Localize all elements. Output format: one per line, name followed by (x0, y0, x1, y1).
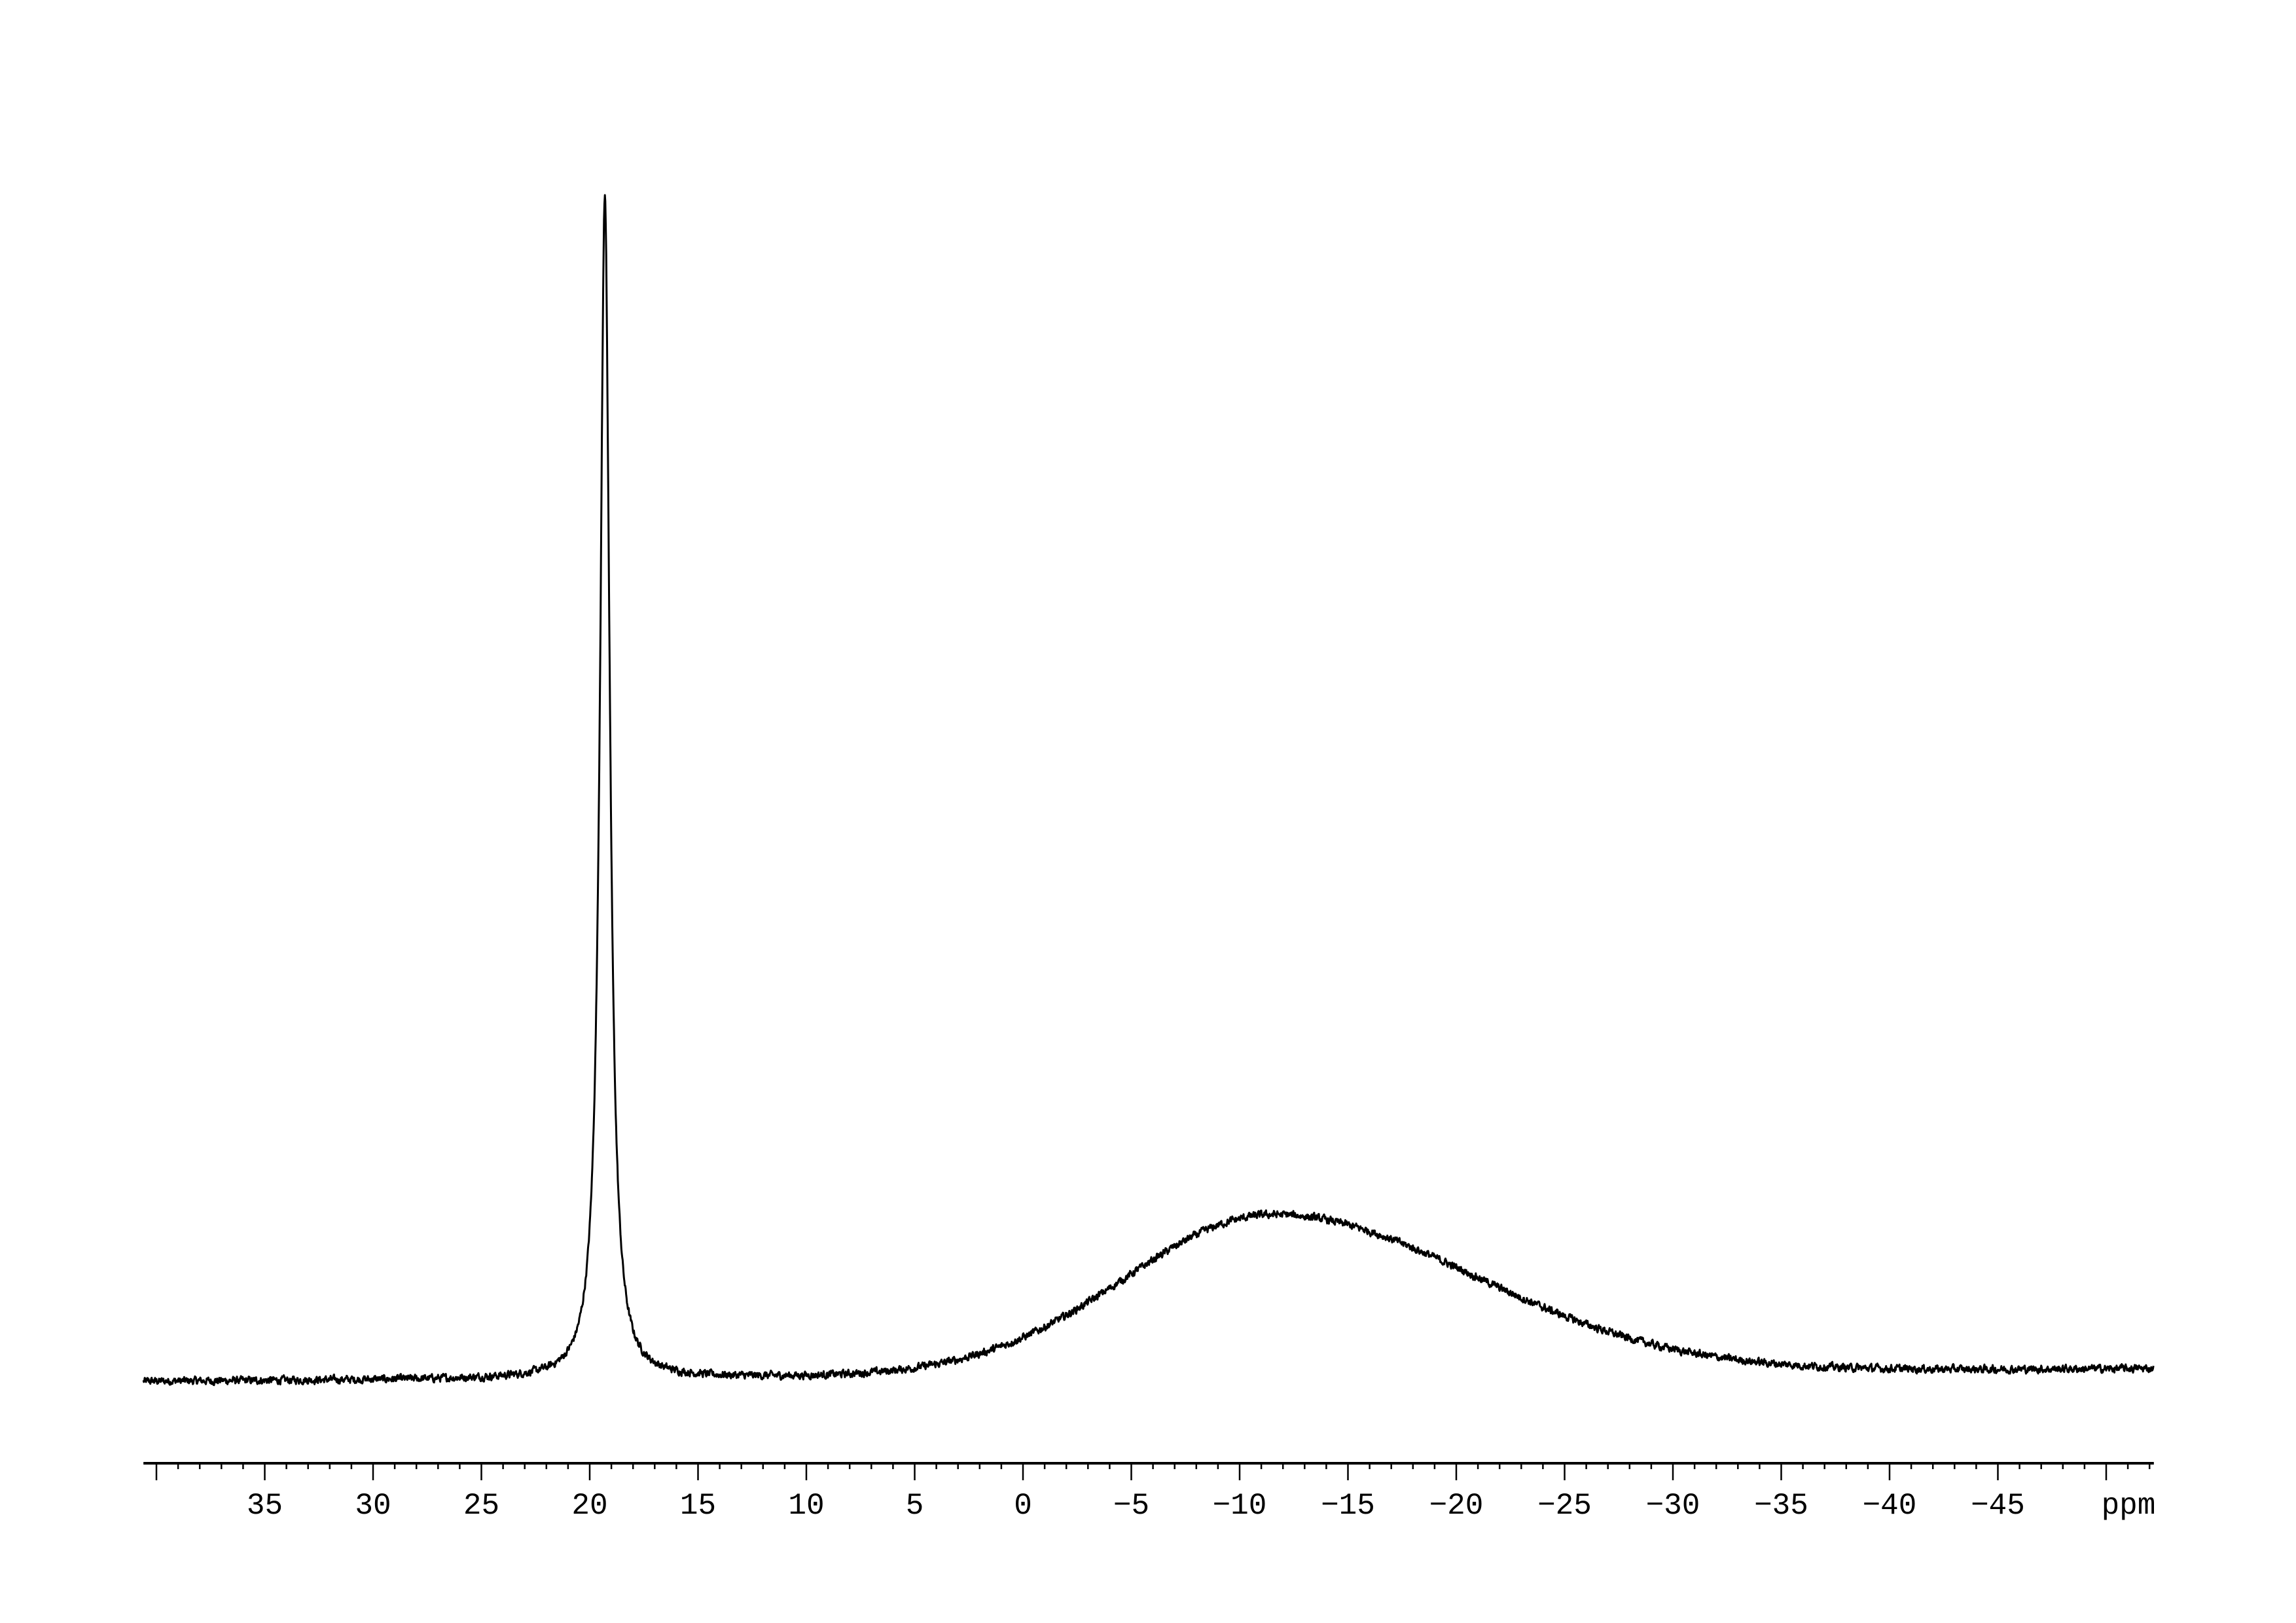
x-tick-label: 30 (355, 1489, 391, 1523)
x-tick-label: −5 (1113, 1489, 1149, 1523)
x-tick-label: 20 (571, 1489, 607, 1523)
x-tick-label: −40 (1863, 1489, 1917, 1523)
x-tick-label: 35 (247, 1489, 283, 1523)
x-tick-label: 10 (788, 1489, 824, 1523)
x-tick-label: −15 (1321, 1489, 1375, 1523)
x-tick-label: 5 (906, 1489, 924, 1523)
x-axis-label: ppm (2102, 1489, 2156, 1523)
x-tick-label: −20 (1429, 1489, 1484, 1523)
x-axis: 35 30 25 20 15 10 5 0 −5 −10 −15 −20 −25 −30 −35 −40 −45 (143, 1462, 2154, 1523)
x-tick-label: −30 (1646, 1489, 1700, 1523)
x-tick-label: −45 (1971, 1489, 2025, 1523)
x-tick-label: −10 (1213, 1489, 1267, 1523)
x-tick-label: 25 (463, 1489, 499, 1523)
x-tick-label: 15 (680, 1489, 716, 1523)
x-tick-label: 0 (1014, 1489, 1032, 1523)
x-tick-label: −35 (1754, 1489, 1808, 1523)
spectrum-line (142, 194, 2155, 1387)
x-tick-label: −25 (1537, 1489, 1592, 1523)
